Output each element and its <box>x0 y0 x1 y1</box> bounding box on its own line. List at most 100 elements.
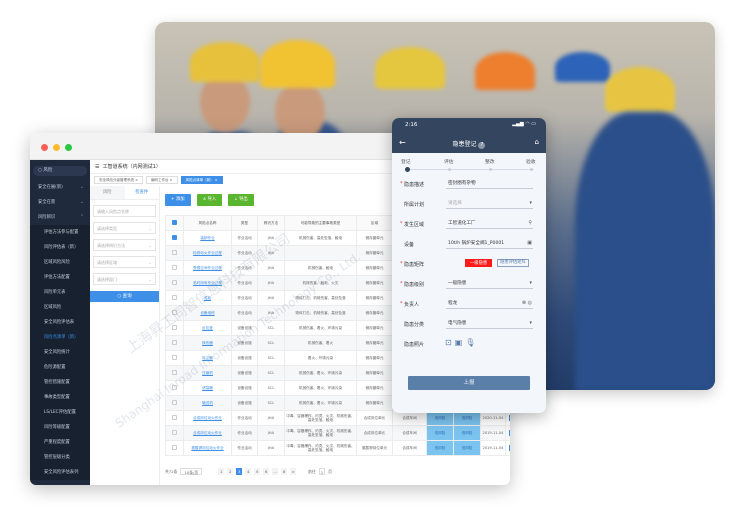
checkbox[interactable] <box>172 339 177 345</box>
checkbox[interactable] <box>172 399 177 405</box>
checkbox[interactable] <box>172 324 177 330</box>
filter-name-input[interactable]: 请输入风险点名称 <box>93 205 156 217</box>
checkbox[interactable] <box>172 444 177 450</box>
row-checkbox[interactable] <box>165 380 184 396</box>
matrix-button[interactable]: 隐患评估矩阵 <box>497 259 529 267</box>
risk-point-link[interactable]: 除尘器 <box>183 350 232 366</box>
sidebar-item[interactable]: 评估方法配置 <box>30 270 90 285</box>
sidebar-item[interactable]: LS/LEC评估配置 <box>30 405 90 420</box>
sidebar-item[interactable]: 风险辨识 ⌃ <box>30 210 90 225</box>
checkbox[interactable] <box>172 294 177 300</box>
field-input[interactable]: 程龙 ⊗ ◎ <box>446 298 533 309</box>
import-button[interactable]: ± 导入 <box>196 194 223 206</box>
filter-type-select[interactable]: 请选择类型 ⌄ <box>93 222 156 234</box>
risk-point-link[interactable]: 合成岗位动火作业 <box>183 425 232 441</box>
tag-tab[interactable]: 编码工作台 × <box>146 176 178 184</box>
page-button[interactable]: 6 <box>263 468 270 475</box>
row-checkbox[interactable] <box>165 305 184 321</box>
edit-button[interactable]: 编辑 <box>509 414 510 422</box>
export-button[interactable]: ⇣ 导出 <box>228 194 254 206</box>
edit-button[interactable]: 编辑 <box>509 429 510 437</box>
filter-area-select[interactable]: 请选择区域 ⌄ <box>93 256 156 268</box>
checkbox[interactable] <box>172 414 177 420</box>
field-action-icon[interactable]: ▾ <box>529 200 532 206</box>
risk-point-link[interactable]: 临时用电作业过程 <box>183 275 232 291</box>
field-input[interactable]: 请选择 ▾ <box>446 198 533 209</box>
sidebar-item[interactable]: 安全风险统计 <box>30 345 90 360</box>
risk-point-link[interactable]: 受限空间作业过程 <box>183 260 232 276</box>
risk-point-link[interactable]: 反应釜 <box>183 320 232 336</box>
tag-tab-active[interactable]: 风险点清单（新） × <box>180 176 223 184</box>
sidebar-item[interactable]: 安全风险评估表列 <box>30 465 90 480</box>
sidebar-item[interactable]: 风险等级配置 <box>30 420 90 435</box>
header-checkbox[interactable] <box>165 215 184 231</box>
sidebar-item[interactable]: 安全在展(新) ⌄ <box>30 180 90 195</box>
page-button[interactable]: 5 <box>254 468 261 475</box>
checkbox[interactable] <box>172 264 177 270</box>
sidebar-item[interactable]: 安全风险评估表 <box>30 315 90 330</box>
row-checkbox[interactable] <box>165 260 184 276</box>
row-checkbox[interactable] <box>165 365 184 381</box>
checkbox[interactable] <box>172 309 177 315</box>
field-action-icon[interactable]: ▾ <box>529 320 532 326</box>
risk-point-link[interactable]: 输送机 <box>183 395 232 411</box>
sidebar-item[interactable]: 区域风险 <box>30 300 90 315</box>
minimize-dot-icon[interactable] <box>53 144 60 151</box>
risk-point-link[interactable]: 装卸作业 <box>183 230 232 246</box>
risk-point-link[interactable]: 滤袋器 <box>183 380 232 396</box>
row-checkbox[interactable] <box>165 335 184 351</box>
field-action-icon[interactable]: ⊗ ◎ <box>521 300 532 306</box>
field-action-icon[interactable]: ▣ <box>527 240 532 246</box>
checkbox[interactable] <box>172 369 177 375</box>
sidebar-item[interactable]: 管控层级分类 <box>30 450 90 465</box>
page-button[interactable]: ... <box>272 468 279 475</box>
page-button[interactable]: 2 <box>227 468 234 475</box>
field-input[interactable]: 工智道化工厂 ⚲ <box>446 218 533 229</box>
row-checkbox[interactable] <box>165 230 184 246</box>
sidebar-item[interactable]: 风险点清单（新） <box>30 330 90 345</box>
risk-point-link[interactable]: 巡检 <box>183 290 232 306</box>
risk-point-link[interactable]: 合成岗位动火作业 <box>183 410 232 426</box>
checkbox[interactable] <box>172 279 177 285</box>
page-button[interactable]: 4 <box>245 468 252 475</box>
sidebar-item[interactable]: 安全在景 ⌄ <box>30 195 90 210</box>
filter-dept-select[interactable]: 请选择部门 ⌄ <box>93 273 156 285</box>
checkbox[interactable] <box>172 429 177 435</box>
sidebar-item[interactable]: 严重程度配置 <box>30 435 90 450</box>
field-action-icon[interactable]: ▾ <box>529 280 532 286</box>
row-checkbox[interactable] <box>165 290 184 306</box>
maximize-dot-icon[interactable] <box>65 144 72 151</box>
field-input[interactable]: 10t/h 锅炉安全阀1_P0001 ▣ <box>446 238 533 249</box>
back-arrow-icon[interactable]: ← <box>399 138 406 147</box>
close-dot-icon[interactable] <box>41 144 48 151</box>
sidebar-search[interactable]: ○ 风险 <box>33 166 87 176</box>
add-button[interactable]: + 添加 <box>165 194 191 206</box>
filter-tab-check[interactable]: 检查件 <box>124 186 159 199</box>
row-checkbox[interactable] <box>165 440 184 456</box>
row-checkbox[interactable] <box>165 425 184 441</box>
filter-tab-risk[interactable]: 风险 <box>90 186 125 199</box>
sidebar-item[interactable]: 评估方法参与配置 <box>30 225 90 240</box>
row-checkbox[interactable] <box>165 320 184 336</box>
checkbox[interactable] <box>172 384 177 390</box>
checkbox[interactable] <box>172 234 177 240</box>
field-action-icon[interactable]: ⚲ <box>528 220 532 226</box>
row-checkbox[interactable] <box>165 395 184 411</box>
goto-input[interactable]: 1 <box>318 468 326 475</box>
sidebar-item[interactable]: 区域风险风险 <box>30 255 90 270</box>
sidebar-item[interactable]: 风险评估表（新） <box>30 240 90 255</box>
checkbox[interactable] <box>172 249 177 255</box>
row-checkbox[interactable] <box>165 410 184 426</box>
image-upload-icon[interactable]: ⊡ <box>445 338 455 347</box>
page-button[interactable]: 8 <box>281 468 288 475</box>
page-button[interactable]: 1 <box>218 468 225 475</box>
field-input[interactable]: 一般隐患 ▾ <box>446 278 533 289</box>
edit-button[interactable]: 编辑 <box>509 444 510 452</box>
sidebar-item[interactable]: 事故类型配置 <box>30 390 90 405</box>
sidebar-item[interactable]: 危险源配置 <box>30 360 90 375</box>
risk-point-link[interactable]: 氯酸钾岗位动火作业 <box>183 440 232 456</box>
row-checkbox[interactable] <box>165 275 184 291</box>
checkbox[interactable] <box>172 354 177 360</box>
risk-point-link[interactable]: 设备维修 <box>183 305 232 321</box>
page-button[interactable]: > <box>290 468 297 475</box>
